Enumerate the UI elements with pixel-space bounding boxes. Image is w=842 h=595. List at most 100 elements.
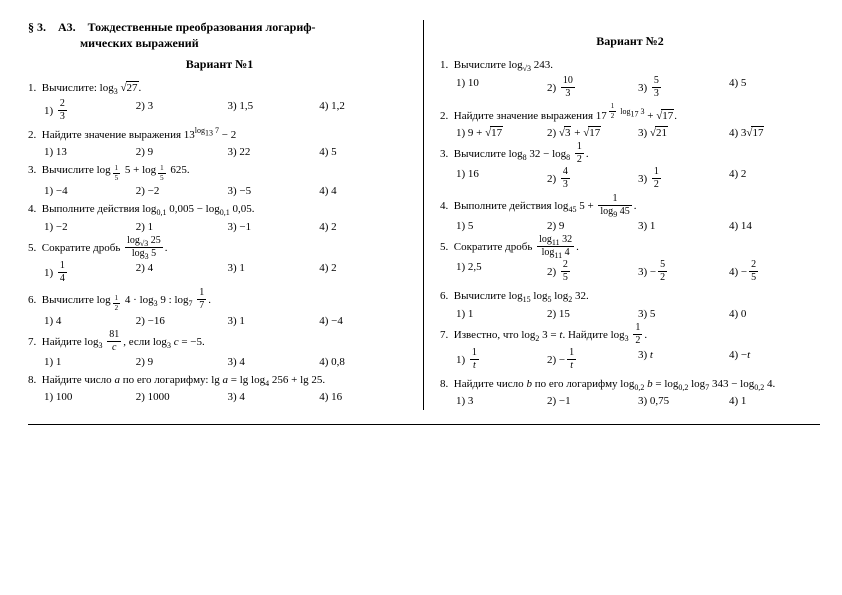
v1-problem-3: 3. Вычислите log15 5 + log15 625. xyxy=(28,162,411,183)
v1-answers-4: 1) −2 2) 1 3) −1 4) 2 xyxy=(44,221,411,233)
answer-option: 3) 0,75 xyxy=(638,395,729,407)
answer-option: 4) −4 xyxy=(319,315,411,327)
answer-option: 1) 100 xyxy=(44,391,136,403)
v1-answers-5: 1) 14 2) 4 3) 1 4) 2 xyxy=(44,262,411,285)
answer-option: 2) 9 xyxy=(136,356,228,368)
answer-option: 1) 10 xyxy=(456,77,547,100)
answer-option: 3) t xyxy=(638,349,729,372)
v1-problem-8: 8. Найдите число a по его логарифму: lg … xyxy=(28,372,411,390)
v2-answers-3: 1) 16 2) 43 3) 12 4) 2 xyxy=(456,168,820,191)
answer-option: 2) −16 xyxy=(136,315,228,327)
answer-option: 4) 1 xyxy=(729,395,820,407)
variant-2-title: Вариант №2 xyxy=(440,34,820,49)
v1-problem-2: 2. Найдите значение выражения 13log13 7 … xyxy=(28,127,411,145)
v2-answers-7: 1) 1t 2) −1t 3) t 4) −t xyxy=(456,349,820,372)
v1-answers-3: 1) −4 2) −2 3) −5 4) 4 xyxy=(44,185,411,197)
v2-problem-2: 2. Найдите значение выражения 1712 log17… xyxy=(440,104,820,126)
answer-option: 1) 23 xyxy=(44,100,136,123)
v2-answers-8: 1) 3 2) −1 3) 0,75 4) 1 xyxy=(456,395,820,407)
v2-answers-6: 1) 1 2) 15 3) 5 4) 0 xyxy=(456,308,820,320)
answer-option: 1) 14 xyxy=(44,262,136,285)
v1-problem-5: 5. Сократите дробь log√3 25log3 5. xyxy=(28,237,411,260)
answer-option: 4) 4 xyxy=(319,185,411,197)
answer-option: 2) 25 xyxy=(547,261,638,284)
answer-option: 2) 15 xyxy=(547,308,638,320)
section-title: § 3. А3. Тождественные преобразования ло… xyxy=(28,20,411,51)
answer-option: 4) 14 xyxy=(729,220,820,232)
answer-option: 4) 16 xyxy=(319,391,411,403)
answer-option: 1) 9 + 17 xyxy=(456,127,547,139)
section-title-line-2: мических выражений xyxy=(36,36,199,50)
answer-option: 2) 103 xyxy=(547,77,638,100)
answer-option: 3) 21 xyxy=(638,127,729,139)
answer-option: 4) 2 xyxy=(729,168,820,191)
v1-problem-1: 1. Вычислите: log3 27. xyxy=(28,80,411,98)
answer-option: 2) −2 xyxy=(136,185,228,197)
answer-option: 4) 0,8 xyxy=(319,356,411,368)
answer-option: 3) −52 xyxy=(638,261,729,284)
answer-option: 2) 1000 xyxy=(136,391,228,403)
variant-1-title: Вариант №1 xyxy=(28,57,411,72)
answer-option: 3) 5 xyxy=(638,308,729,320)
answer-option: 1) −2 xyxy=(44,221,136,233)
v2-answers-5: 1) 2,5 2) 25 3) −52 4) −25 xyxy=(456,261,820,284)
answer-option: 3) 22 xyxy=(228,146,320,158)
page: § 3. А3. Тождественные преобразования ло… xyxy=(0,0,842,595)
v1-problem-7: 7. Найдите log3 81c, если log3 c = −5. xyxy=(28,331,411,354)
answer-option: 1) 1t xyxy=(456,349,547,372)
answer-option: 2) 9 xyxy=(547,220,638,232)
v2-problem-4: 4. Выполните действия log45 5 + 1log9 45… xyxy=(440,195,820,218)
answer-option: 3) 4 xyxy=(228,356,320,368)
v2-answers-2: 1) 9 + 17 2) 3 + 17 3) 21 4) 317 xyxy=(456,127,820,139)
v1-answers-1: 1) 23 2) 3 3) 1,5 4) 1,2 xyxy=(44,100,411,123)
answer-option: 1) 16 xyxy=(456,168,547,191)
answer-option: 1) 13 xyxy=(44,146,136,158)
v2-problem-8: 8. Найдите число b по его логарифму log0… xyxy=(440,376,820,394)
answer-option: 4) −25 xyxy=(729,261,820,284)
v2-problem-5: 5. Сократите дробь log11 32log11 4. xyxy=(440,236,820,259)
answer-option: 1) 2,5 xyxy=(456,261,547,284)
answer-option: 4) 1,2 xyxy=(319,100,411,123)
v2-answers-1: 1) 10 2) 103 3) 53 4) 5 xyxy=(456,77,820,100)
answer-option: 3) 53 xyxy=(638,77,729,100)
answer-option: 1) −4 xyxy=(44,185,136,197)
v1-answers-2: 1) 13 2) 9 3) 22 4) 5 xyxy=(44,146,411,158)
answer-option: 4) 2 xyxy=(319,262,411,285)
answer-option: 3) 1 xyxy=(228,315,320,327)
answer-option: 3) 1 xyxy=(638,220,729,232)
answer-option: 4) 317 xyxy=(729,127,820,139)
answer-option: 2) 1 xyxy=(136,221,228,233)
variant-1-column: § 3. А3. Тождественные преобразования ло… xyxy=(28,20,424,410)
v2-problem-3: 3. Вычислите log8 32 − log8 12. xyxy=(440,143,820,166)
answer-option: 2) 9 xyxy=(136,146,228,158)
answer-option: 1) 1 xyxy=(456,308,547,320)
answer-option: 1) 1 xyxy=(44,356,136,368)
v2-answers-4: 1) 5 2) 9 3) 1 4) 14 xyxy=(456,220,820,232)
answer-option: 3) 12 xyxy=(638,168,729,191)
content-area: § 3. А3. Тождественные преобразования ло… xyxy=(28,20,820,425)
answer-option: 2) 3 xyxy=(136,100,228,123)
v1-problem-4: 4. Выполните действия log0,1 0,005 − log… xyxy=(28,201,411,219)
answer-option: 3) 1 xyxy=(228,262,320,285)
section-title-line-1: § 3. А3. Тождественные преобразования ло… xyxy=(28,20,316,34)
v1-answers-8: 1) 100 2) 1000 3) 4 4) 16 xyxy=(44,391,411,403)
answer-option: 2) −1t xyxy=(547,349,638,372)
answer-option: 2) 43 xyxy=(547,168,638,191)
answer-option: 3) 4 xyxy=(228,391,320,403)
answer-option: 4) 5 xyxy=(319,146,411,158)
answer-option: 2) −1 xyxy=(547,395,638,407)
v2-problem-6: 6. Вычислите log15 log5 log2 32. xyxy=(440,288,820,306)
v2-problem-7: 7. Известно, что log2 3 = t. Найдите log… xyxy=(440,324,820,347)
answer-option: 3) −1 xyxy=(228,221,320,233)
v1-answers-7: 1) 1 2) 9 3) 4 4) 0,8 xyxy=(44,356,411,368)
answer-option: 1) 4 xyxy=(44,315,136,327)
answer-option: 4) 2 xyxy=(319,221,411,233)
answer-option: 1) 3 xyxy=(456,395,547,407)
answer-option: 2) 4 xyxy=(136,262,228,285)
v1-problem-6: 6. Вычислите log12 4 · log3 9 : log7 17. xyxy=(28,289,411,313)
answer-option: 4) −t xyxy=(729,349,820,372)
variant-2-column: Вариант №2 1. Вычислите log√3 243. 1) 10… xyxy=(424,20,820,410)
answer-option: 4) 5 xyxy=(729,77,820,100)
answer-option: 2) 3 + 17 xyxy=(547,127,638,139)
v1-answers-6: 1) 4 2) −16 3) 1 4) −4 xyxy=(44,315,411,327)
